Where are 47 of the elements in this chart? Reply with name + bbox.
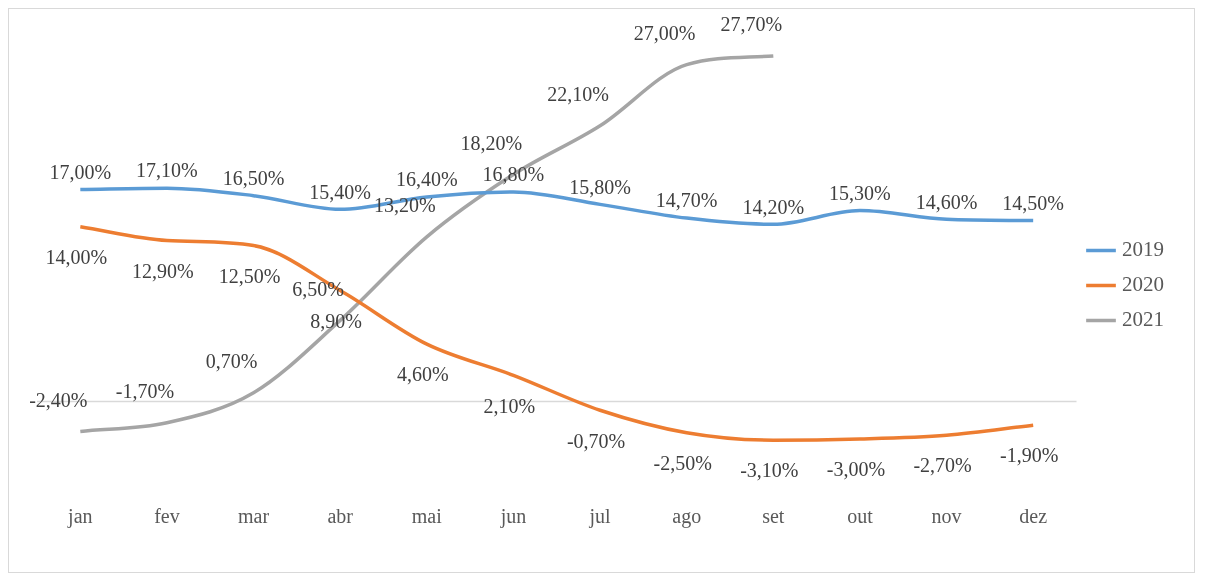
data-label: 27,70% [720, 13, 783, 36]
data-label: -0,70% [566, 429, 626, 452]
x-tick-label: abr [327, 505, 354, 528]
data-label: 4,60% [396, 363, 449, 386]
data-label: 14,20% [742, 195, 805, 218]
data-label: 14,00% [45, 246, 108, 269]
data-label: 12,50% [218, 264, 281, 287]
data-label: 14,50% [1002, 191, 1065, 214]
x-tick-label: mai [411, 505, 443, 528]
x-tick-label: dez [1019, 505, 1048, 528]
data-label: 17,10% [136, 159, 198, 182]
x-tick-label: mar [238, 505, 270, 528]
data-label: 14,60% [915, 190, 978, 213]
data-label: 2,10% [483, 394, 536, 417]
data-label: -3,10% [740, 459, 799, 482]
data-label: -3,00% [826, 458, 886, 481]
data-label: 22,10% [547, 83, 609, 106]
data-label: 14,70% [655, 189, 718, 212]
data-label: -2,40% [29, 388, 88, 411]
legend-label: 2021 [1122, 307, 1164, 332]
x-tick-label: jun [499, 505, 527, 529]
x-tick-label: fev [154, 505, 180, 528]
data-label: 16,80% [482, 163, 545, 186]
data-label: 15,30% [829, 181, 891, 204]
data-label: -1,70% [115, 379, 175, 402]
x-tick-label: set [762, 505, 785, 528]
data-label: 0,70% [205, 350, 258, 373]
x-tick-label: jan [67, 505, 93, 529]
data-label: 27,00% [633, 21, 696, 44]
data-label: 12,90% [132, 259, 194, 282]
data-label: -1,90% [1000, 444, 1059, 467]
data-label: 15,80% [569, 175, 631, 198]
data-label: 15,40% [309, 180, 372, 203]
x-tick-label: ago [672, 505, 702, 529]
data-label: 17,00% [49, 160, 112, 183]
data-label: 18,20% [460, 131, 523, 154]
data-label: -2,50% [653, 451, 712, 474]
data-label: 13,20% [373, 194, 436, 217]
data-label: 16,40% [395, 168, 458, 191]
data-label: 16,50% [222, 166, 285, 189]
x-tick-label: nov [931, 505, 962, 528]
data-label: 8,90% [310, 309, 363, 332]
x-tick-label: jul [588, 505, 612, 529]
data-label: -2,70% [913, 454, 972, 477]
legend-label: 2019 [1122, 237, 1164, 262]
x-tick-label: out [847, 505, 874, 528]
legend-label: 2020 [1122, 272, 1164, 297]
